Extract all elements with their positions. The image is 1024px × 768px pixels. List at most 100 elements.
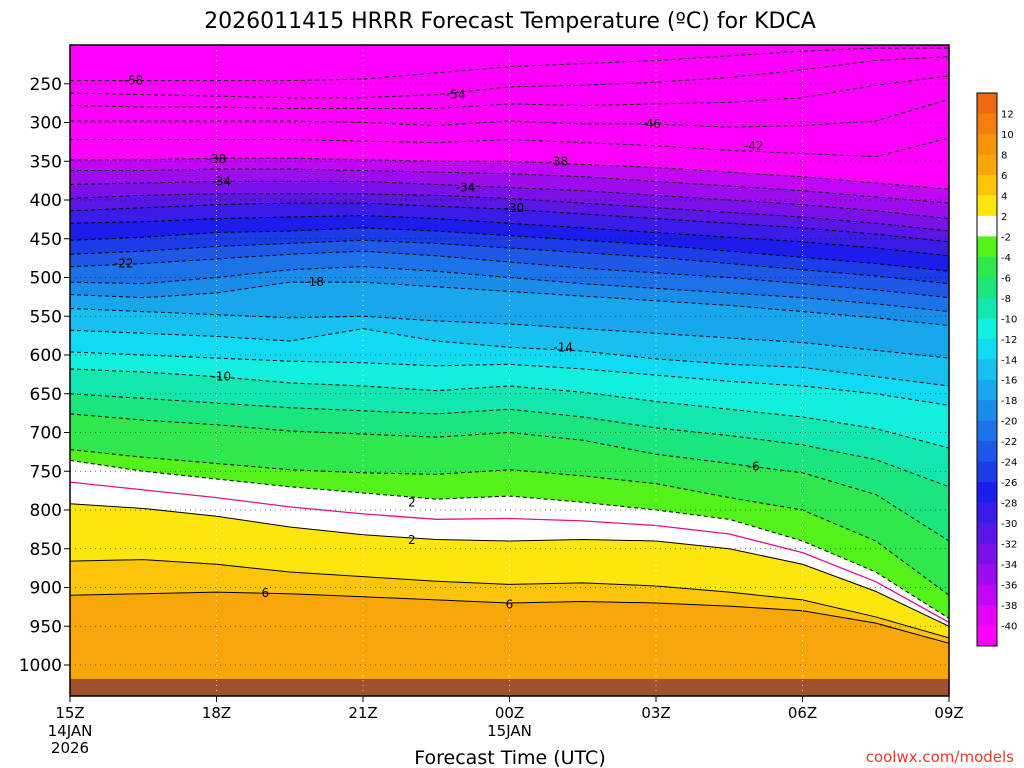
freezing-line bbox=[70, 481, 949, 623]
colorbar-label: 6 bbox=[1001, 171, 1007, 182]
ground-band bbox=[70, 678, 949, 696]
y-tick-label: 950 bbox=[30, 617, 62, 637]
x-tick-label: 06Z bbox=[788, 704, 817, 722]
isotherm-line bbox=[70, 393, 949, 488]
contour-label: -38 bbox=[549, 154, 569, 168]
isotherm-line bbox=[70, 368, 949, 449]
y-axis: 250 300 350 400 450 500 550 600 650 700 750 800 850 9… bbox=[19, 75, 70, 676]
temp-band bbox=[70, 592, 949, 696]
contour-label: 6 bbox=[262, 586, 270, 600]
contour-label: -34 bbox=[456, 181, 476, 195]
x-tick-label: 00Z bbox=[495, 704, 524, 722]
x-tick-label: 03Z bbox=[641, 704, 670, 722]
colorbar-label: -22 bbox=[1001, 437, 1017, 448]
credit-text[interactable]: coolwx.com/models bbox=[866, 748, 1014, 766]
contour-label: 2 bbox=[408, 533, 416, 547]
y-tick-label: 550 bbox=[30, 307, 62, 327]
isotherm-line bbox=[70, 413, 949, 542]
colorbar-swatch bbox=[977, 174, 997, 196]
colorbar-swatch bbox=[977, 502, 997, 524]
colorbar-label: -34 bbox=[1001, 560, 1017, 571]
colorbar-label: -32 bbox=[1001, 540, 1017, 551]
colorbar-swatch bbox=[977, 625, 997, 647]
contour-labels: -58 -54 -46 -42 -38 -38 -34 -34 -30 -22 -18 -14 -10 -… bbox=[114, 74, 764, 612]
y-tick-label: 300 bbox=[30, 114, 62, 134]
colorbar-swatch bbox=[977, 420, 997, 442]
colorbar-label: 10 bbox=[1001, 130, 1014, 141]
colorbar-label: -4 bbox=[1001, 253, 1011, 264]
colorbar-label: -18 bbox=[1001, 396, 1017, 407]
colorbar-label: -14 bbox=[1001, 355, 1017, 366]
y-tick-label: 900 bbox=[30, 579, 62, 599]
colorbar-label: -6 bbox=[1001, 273, 1011, 284]
contour-label: -30 bbox=[505, 201, 525, 215]
colorbar-swatch bbox=[977, 543, 997, 565]
colorbar-frame bbox=[976, 92, 998, 647]
colorbar-label: -8 bbox=[1001, 294, 1011, 305]
x-axis-label: Forecast Time (UTC) bbox=[414, 747, 605, 768]
x-tick-label: 18Z bbox=[202, 704, 231, 722]
isotherm-line bbox=[70, 459, 949, 619]
contour-label: -18 bbox=[304, 275, 324, 289]
contour-label: -38 bbox=[207, 152, 227, 166]
colorbar-label: 12 bbox=[1001, 109, 1014, 120]
contour-label: -58 bbox=[124, 74, 144, 88]
colorbar-swatch bbox=[977, 133, 997, 155]
colorbar-label: -20 bbox=[1001, 417, 1017, 428]
colorbar-label: -2 bbox=[1001, 232, 1011, 243]
colorbar-swatch bbox=[977, 584, 997, 606]
colorbar-label: -16 bbox=[1001, 376, 1017, 387]
colorbar-swatch bbox=[977, 338, 997, 360]
colorbar-label: 8 bbox=[1001, 150, 1007, 161]
colorbar-label: -10 bbox=[1001, 314, 1017, 325]
colorbar-swatch bbox=[977, 318, 997, 340]
y-tick-label: 350 bbox=[30, 152, 62, 172]
colorbar-label: -26 bbox=[1001, 478, 1017, 489]
colorbar-label: -12 bbox=[1001, 335, 1017, 346]
contour-label: 6 bbox=[506, 598, 514, 612]
x-tick-sublabel: 2026 bbox=[51, 739, 89, 757]
y-tick-label: 750 bbox=[30, 462, 62, 482]
contour-label: -54 bbox=[446, 88, 466, 102]
colorbar-swatch bbox=[977, 113, 997, 135]
colorbar-swatch bbox=[977, 605, 997, 627]
y-tick-label: 650 bbox=[30, 385, 62, 405]
isotherm-line bbox=[70, 559, 949, 639]
colorbar-swatch bbox=[977, 400, 997, 422]
x-tick-label: 21Z bbox=[348, 704, 377, 722]
y-tick-label: 500 bbox=[30, 269, 62, 289]
y-tick-label: 850 bbox=[30, 540, 62, 560]
contour-label: -22 bbox=[114, 257, 134, 271]
colorbar-swatch bbox=[977, 297, 997, 319]
colorbar-label: -40 bbox=[1001, 622, 1017, 633]
colorbar-label: 2 bbox=[1001, 212, 1007, 223]
colorbar-label: -28 bbox=[1001, 499, 1017, 510]
chart-title: 2026011415 HRRR Forecast Temperature (ºC… bbox=[204, 9, 816, 34]
colorbar-swatch bbox=[977, 441, 997, 463]
colorbar-swatch bbox=[977, 482, 997, 504]
colorbar-swatch bbox=[977, 277, 997, 299]
y-tick-label: 1000 bbox=[19, 656, 62, 676]
contour-label: -42 bbox=[744, 139, 764, 153]
colorbar-swatch bbox=[977, 154, 997, 176]
colorbar-swatch bbox=[977, 359, 997, 381]
contour-label: -46 bbox=[641, 117, 661, 131]
x-tick-label: 15Z bbox=[55, 704, 84, 722]
y-tick-label: 250 bbox=[30, 75, 62, 95]
colorbar-swatch bbox=[977, 195, 997, 217]
colorbar-swatch bbox=[977, 215, 997, 237]
y-tick-label: 450 bbox=[30, 230, 62, 250]
y-tick-label: 800 bbox=[30, 501, 62, 521]
colorbar-swatch bbox=[977, 236, 997, 258]
colorbar-swatch bbox=[977, 461, 997, 483]
contour-label: 2 bbox=[408, 495, 416, 509]
contour-label: -10 bbox=[212, 370, 232, 384]
isotherm-line bbox=[70, 328, 949, 387]
x-tick-label: 09Z bbox=[934, 704, 963, 722]
plot-area bbox=[70, 45, 949, 696]
y-tick-label: 700 bbox=[30, 424, 62, 444]
contour-label: -34 bbox=[212, 174, 232, 188]
y-tick-label: 600 bbox=[30, 346, 62, 366]
